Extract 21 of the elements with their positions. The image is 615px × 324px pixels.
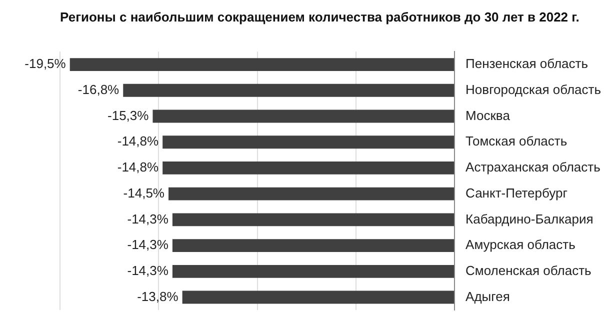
y-tick-label: Амурская область — [466, 237, 576, 252]
y-tick-label: Адыгея — [466, 288, 510, 304]
y-tick-label: Москва — [466, 108, 511, 123]
data-label: -15,3% — [108, 108, 150, 123]
y-tick-label: Пензенская область — [466, 56, 588, 72]
y-tick-label: Новгородская область — [466, 82, 602, 97]
y-tick-label: Астраханская область — [466, 160, 601, 175]
data-label: -14,8% — [117, 134, 160, 149]
data-label: -14,8% — [117, 160, 160, 175]
y-tick-label: Томская область — [466, 134, 568, 149]
data-label: -13,8% — [137, 288, 179, 304]
data-label: -14,3% — [127, 237, 169, 252]
data-label: -14,3% — [127, 262, 169, 278]
data-label: -14,3% — [127, 211, 169, 226]
data-label: -19,5% — [24, 56, 66, 72]
y-tick-label: Кабардино-Балкария — [466, 211, 594, 226]
y-tick-label: Смоленская область — [466, 262, 592, 278]
chart-title: Регионы с наибольшим сокращением количества работников до 30 лет в 2022 г. — [60, 9, 580, 24]
data-label: -14,5% — [123, 185, 165, 200]
data-label: -16,8% — [78, 82, 120, 97]
y-tick-label: Санкт-Петербург — [466, 185, 568, 200]
